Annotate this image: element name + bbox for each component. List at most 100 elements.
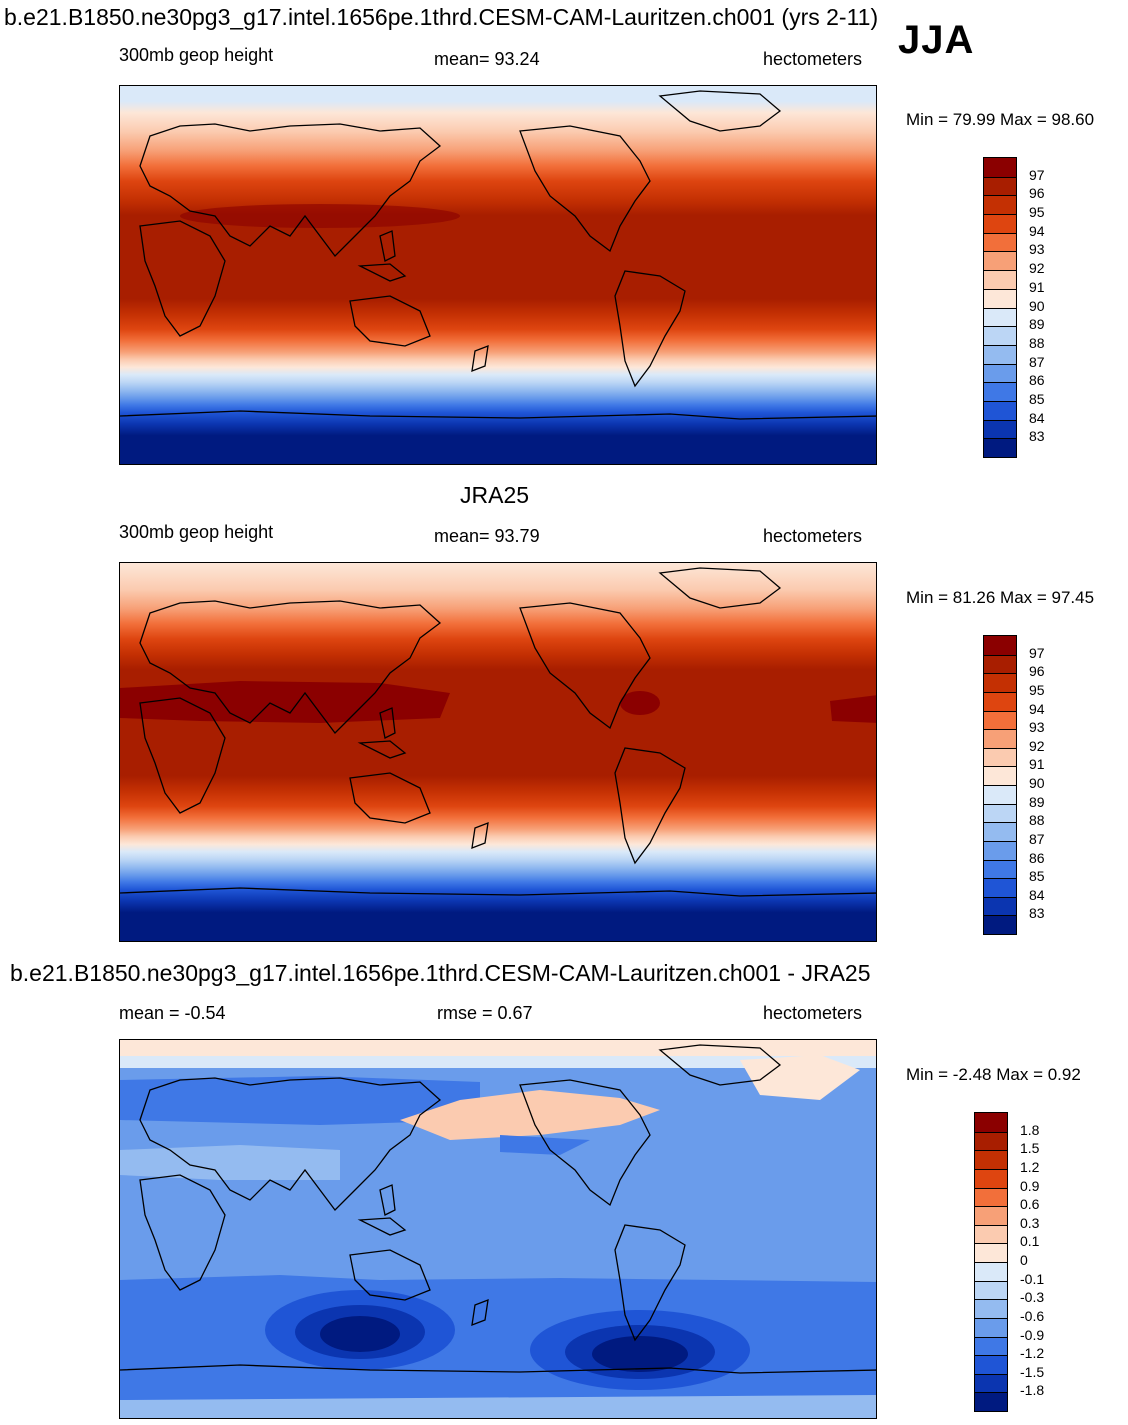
colorbar-tick-label: 89 [1029,793,1045,810]
colorbar-tick-label: 88 [1029,334,1045,351]
colorbar-tick-label: 97 [1029,166,1045,183]
colorbar-tick-label: 84 [1029,409,1045,426]
colorbar-tick-label: 0 [1020,1252,1028,1268]
colorbar-tick-label: 1.5 [1020,1140,1040,1157]
panel1-mean: mean= 93.24 [434,49,540,69]
colorbar-tick-label: 0.1 [1020,1233,1040,1250]
colorbar-box [984,822,1016,841]
colorbar-box [975,1262,1007,1281]
colorbar-box [984,251,1016,271]
panel2-minmax: Min = 81.26 Max = 97.45 [906,588,1095,607]
colorbar-box [975,1299,1007,1318]
map-model [119,85,877,465]
colorbar-tick-label: 95 [1029,204,1045,221]
colorbar-box [984,158,1016,177]
colorbar-tick-label: -1.5 [1020,1363,1045,1380]
colorbar-box [984,840,1016,860]
colorbar-box [975,1150,1007,1169]
panel3-rmse: rmse = 0.67 [437,1003,533,1023]
colorbar-tick-label: 90 [1029,775,1045,791]
colorbar-tick-label: 92 [1029,260,1045,277]
colorbar-reanalysis [983,635,1017,935]
colorbar-tick-label: 87 [1029,830,1045,847]
colorbar-box [975,1392,1007,1411]
colorbar-tick-label: -0.3 [1020,1289,1045,1306]
colorbar-tick-label: 84 [1029,886,1045,903]
colorbar-box [975,1168,1007,1188]
colorbar-tick-label: 85 [1029,390,1045,407]
colorbar-box [975,1224,1007,1244]
run-title: b.e21.B1850.ne30pg3_g17.intel.1656pe.1th… [4,4,879,30]
panel3-minmax: Min = -2.48 Max = 0.92 [906,1065,1081,1084]
colorbar-box [984,803,1016,823]
season-label: JJA [898,18,975,62]
colorbar-box [984,270,1016,289]
colorbar-box [984,232,1016,252]
colorbar-tick-label: -0.1 [1020,1270,1045,1287]
colorbar-box [984,654,1016,674]
colorbar-tick-label: 1.8 [1020,1121,1040,1138]
colorbar-tick-label: 90 [1029,297,1045,314]
colorbar-box [984,859,1016,879]
colorbar-tick-label: 92 [1029,737,1045,754]
panel1-units: hectometers [763,49,863,69]
colorbar-tick-label: 0.6 [1020,1196,1040,1213]
map-reanalysis [119,562,877,942]
colorbar-box [984,673,1016,692]
colorbar-box [984,915,1016,934]
colorbar-box [975,1373,1007,1393]
colorbar-tick-label: 93 [1029,241,1045,258]
panel3-units: hectometers [763,1003,863,1023]
colorbar-box [984,176,1016,196]
colorbar-tick-label: 87 [1029,353,1045,370]
colorbar-tick-label: -1.2 [1020,1345,1045,1362]
colorbar-box [975,1280,1007,1300]
colorbar-box [984,438,1016,457]
colorbar-box [984,747,1016,767]
colorbar-box [975,1243,1007,1262]
colorbar-tick-label: -1.8 [1020,1382,1045,1399]
colorbar-box [975,1355,1007,1374]
colorbar-box [984,307,1016,327]
colorbar-box [984,729,1016,748]
colorbar-tick-label: 96 [1029,185,1045,202]
colorbar-tick-label: 89 [1029,316,1045,333]
colorbar-box [975,1336,1007,1356]
colorbar-tick-label: 85 [1029,868,1045,885]
panel2-units: hectometers [763,526,863,546]
colorbar-box [984,691,1016,711]
panel1-variable: 300mb geop height [119,45,274,65]
colorbar-tick-label: 88 [1029,812,1045,829]
colorbar-tick-label: 91 [1029,278,1045,295]
colorbar-box [975,1187,1007,1207]
colorbar-box [984,382,1016,401]
colorbar-box [984,896,1016,916]
colorbar-tick-label: 0.9 [1020,1177,1040,1194]
panel2-variable: 300mb geop height [119,522,274,542]
colorbar-box [984,344,1016,364]
colorbar-tick-label: 94 [1029,700,1045,717]
colorbar-box [984,636,1016,655]
colorbar-tick-label: 0.3 [1020,1214,1040,1231]
panel3-title: b.e21.B1850.ne30pg3_g17.intel.1656pe.1th… [10,960,871,986]
panel2-title: JRA25 [460,482,530,508]
colorbar-box [975,1131,1007,1151]
colorbar-model [983,157,1017,458]
colorbar-tick-label: 1.2 [1020,1158,1040,1175]
colorbar-tick-label: 95 [1029,681,1045,698]
colorbar-box [984,419,1016,439]
colorbar-tick-label: 83 [1029,428,1045,445]
colorbar-tick-label: 96 [1029,663,1045,680]
colorbar-box [975,1206,1007,1225]
colorbar-box [984,878,1016,897]
colorbar-box [984,326,1016,345]
colorbar-box [984,288,1016,308]
colorbar-tick-label: 94 [1029,222,1045,239]
panel2-mean: mean= 93.79 [434,526,540,546]
colorbar-tick-label: -0.9 [1020,1326,1045,1343]
colorbar-box [984,195,1016,215]
colorbar-box [984,766,1016,785]
panel1-minmax: Min = 79.99 Max = 98.60 [906,110,1095,129]
colorbar-tick-label: 97 [1029,644,1045,661]
colorbar-difference [974,1112,1008,1412]
